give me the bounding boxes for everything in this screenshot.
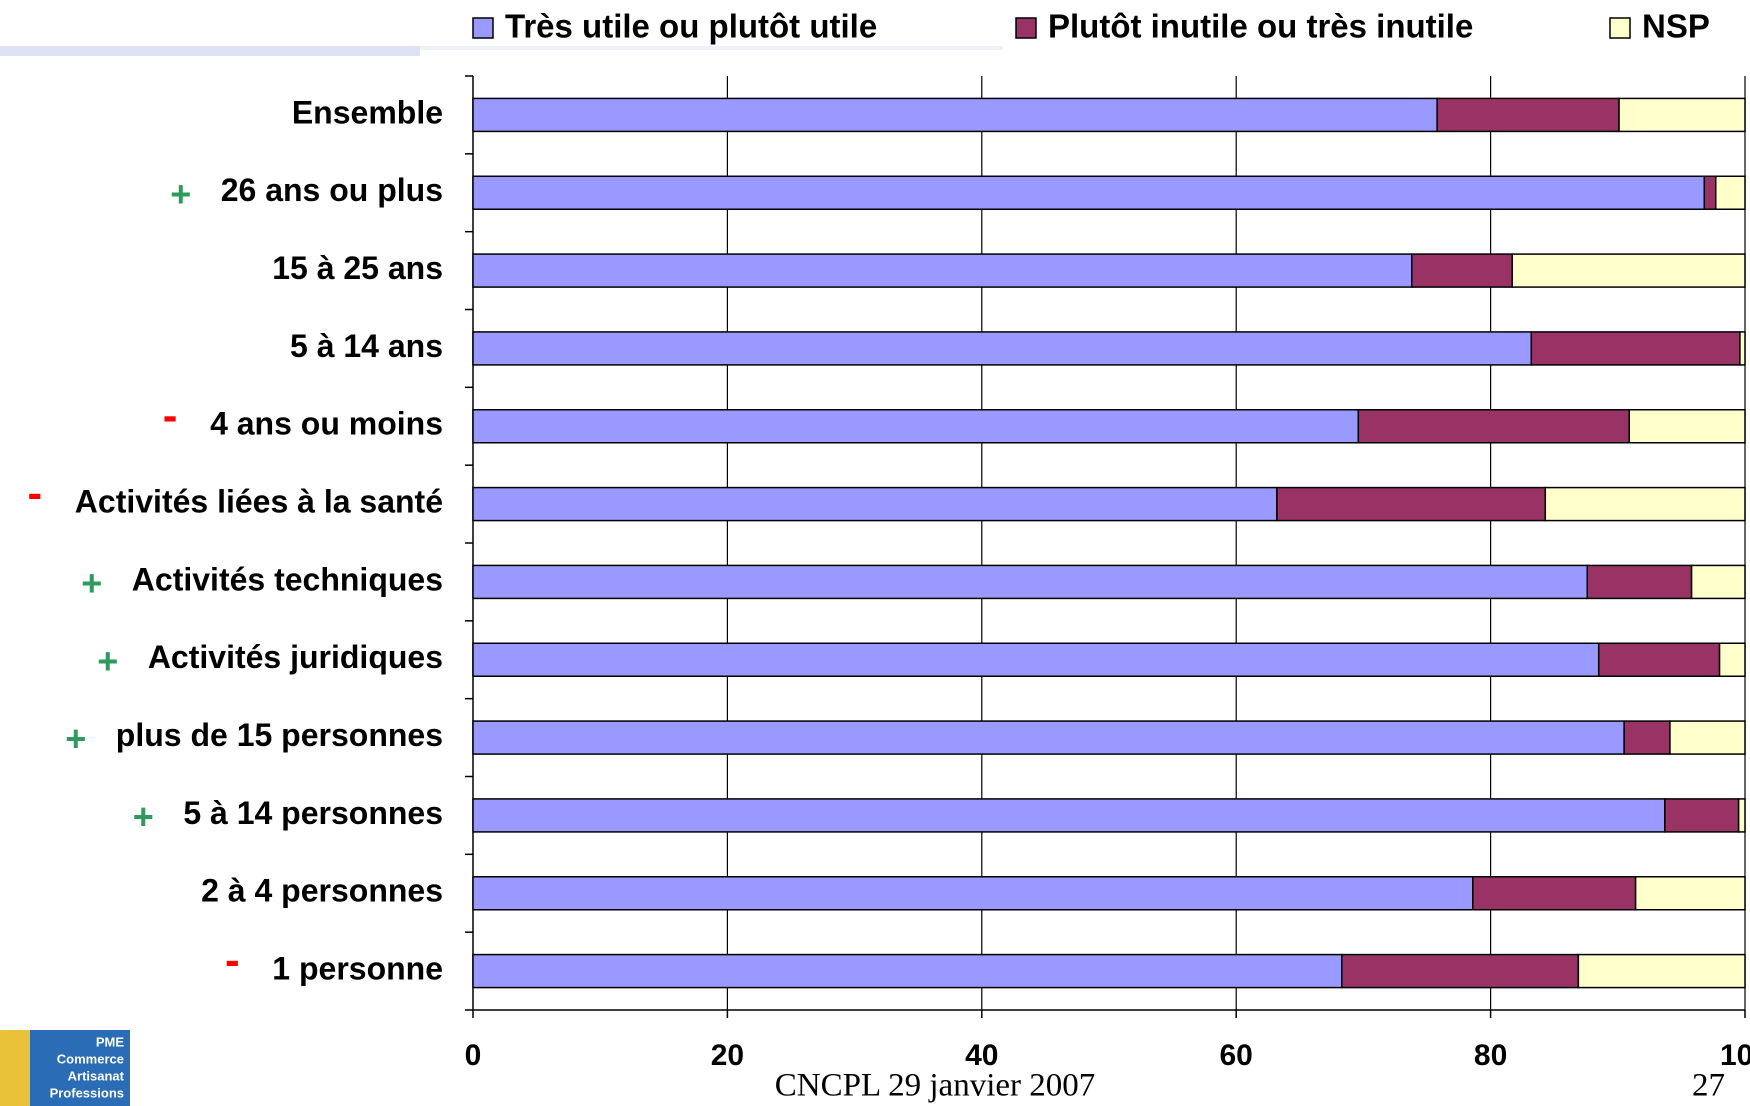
y-tick-label: Activités liées à la santé bbox=[75, 484, 443, 520]
logo-stripe bbox=[0, 1030, 30, 1106]
bar-segment bbox=[1577, 953, 1746, 989]
x-tick-label: 60 bbox=[1220, 1039, 1253, 1072]
bar-segment bbox=[1739, 331, 1746, 366]
bar-segment bbox=[472, 798, 1666, 833]
bar-segment bbox=[1341, 953, 1580, 989]
bar-segment bbox=[1714, 175, 1746, 210]
bar-segment bbox=[472, 720, 1625, 755]
logo bbox=[0, 1030, 130, 1106]
bar-segment bbox=[472, 642, 1600, 677]
legend-label: NSP bbox=[1642, 8, 1710, 45]
bar-segment bbox=[1586, 564, 1693, 600]
decor-band bbox=[0, 46, 420, 56]
bar-segment bbox=[472, 253, 1413, 288]
marker: + bbox=[65, 718, 86, 759]
legend-swatch bbox=[1015, 17, 1037, 39]
bar-segment bbox=[1634, 876, 1746, 911]
y-tick-label: 2 à 4 personnes bbox=[201, 873, 443, 909]
logo-text: Artisanat bbox=[68, 1068, 125, 1083]
y-tick-label: Ensemble bbox=[292, 94, 443, 130]
y-tick-label: 1 personne bbox=[272, 951, 443, 987]
bar-segment bbox=[472, 409, 1360, 444]
bar-segment bbox=[472, 331, 1533, 366]
x-tick-label: 40 bbox=[965, 1039, 998, 1072]
logo-text: Professions bbox=[50, 1085, 124, 1100]
x-tick-label: 80 bbox=[1474, 1039, 1507, 1072]
bar-segment bbox=[1410, 253, 1513, 288]
x-tick-label: 100 bbox=[1720, 1039, 1750, 1072]
bar-segment bbox=[1436, 97, 1620, 133]
marker: + bbox=[170, 173, 191, 214]
x-tick-label: 0 bbox=[465, 1039, 482, 1072]
logo-text: PME bbox=[96, 1034, 125, 1049]
marker: + bbox=[133, 796, 154, 837]
y-tick-label: 15 à 25 ans bbox=[272, 250, 443, 286]
footer: CNCPL 29 janvier 2007 bbox=[775, 1068, 1096, 1104]
bar-segment bbox=[1472, 876, 1637, 911]
marker: - bbox=[27, 469, 42, 518]
bar-segment bbox=[472, 175, 1706, 210]
bar-segment bbox=[1664, 798, 1740, 833]
y-tick-label: Activités juridiques bbox=[148, 639, 443, 675]
bar-segment bbox=[1623, 720, 1671, 755]
y-tick-label: 4 ans ou moins bbox=[210, 406, 443, 442]
logo-text: Commerce bbox=[57, 1051, 124, 1066]
bar-segment bbox=[1669, 720, 1746, 755]
bar-segment bbox=[1276, 486, 1547, 522]
bar-segment bbox=[1544, 486, 1746, 522]
y-tick-label: 5 à 14 personnes bbox=[183, 795, 443, 831]
bar-segment bbox=[1718, 642, 1746, 677]
x-tick-label: 20 bbox=[711, 1039, 744, 1072]
legend-swatch bbox=[472, 17, 494, 39]
bar-segment bbox=[1703, 175, 1717, 210]
marker: - bbox=[225, 936, 240, 985]
marker: + bbox=[81, 562, 102, 603]
page-number: 27 bbox=[1692, 1068, 1725, 1104]
legend-swatch bbox=[1609, 17, 1631, 39]
y-tick-label: Activités techniques bbox=[132, 561, 443, 597]
legend-label: Plutôt inutile ou très inutile bbox=[1048, 8, 1473, 45]
bar-segment bbox=[472, 97, 1438, 133]
y-tick-label: plus de 15 personnes bbox=[116, 717, 443, 753]
decor-band bbox=[420, 46, 1003, 50]
bar-segment bbox=[1618, 97, 1746, 133]
bar-segment bbox=[1530, 331, 1741, 366]
bar-segment bbox=[1628, 409, 1746, 444]
bar-segment bbox=[472, 953, 1343, 989]
bar-segment bbox=[472, 564, 1589, 600]
bar-segment bbox=[472, 486, 1278, 522]
marker: + bbox=[97, 640, 118, 681]
bar-segment bbox=[1737, 798, 1746, 833]
bar-segment bbox=[1690, 564, 1746, 600]
marker: - bbox=[163, 391, 178, 440]
bar-segment bbox=[1597, 642, 1721, 677]
y-tick-label: 26 ans ou plus bbox=[221, 172, 443, 208]
bar-segment bbox=[472, 876, 1474, 911]
bar-segment bbox=[1511, 253, 1746, 288]
bar-segment bbox=[1357, 409, 1630, 444]
legend-label: Très utile ou plutôt utile bbox=[505, 8, 877, 45]
y-tick-label: 5 à 14 ans bbox=[290, 328, 443, 364]
